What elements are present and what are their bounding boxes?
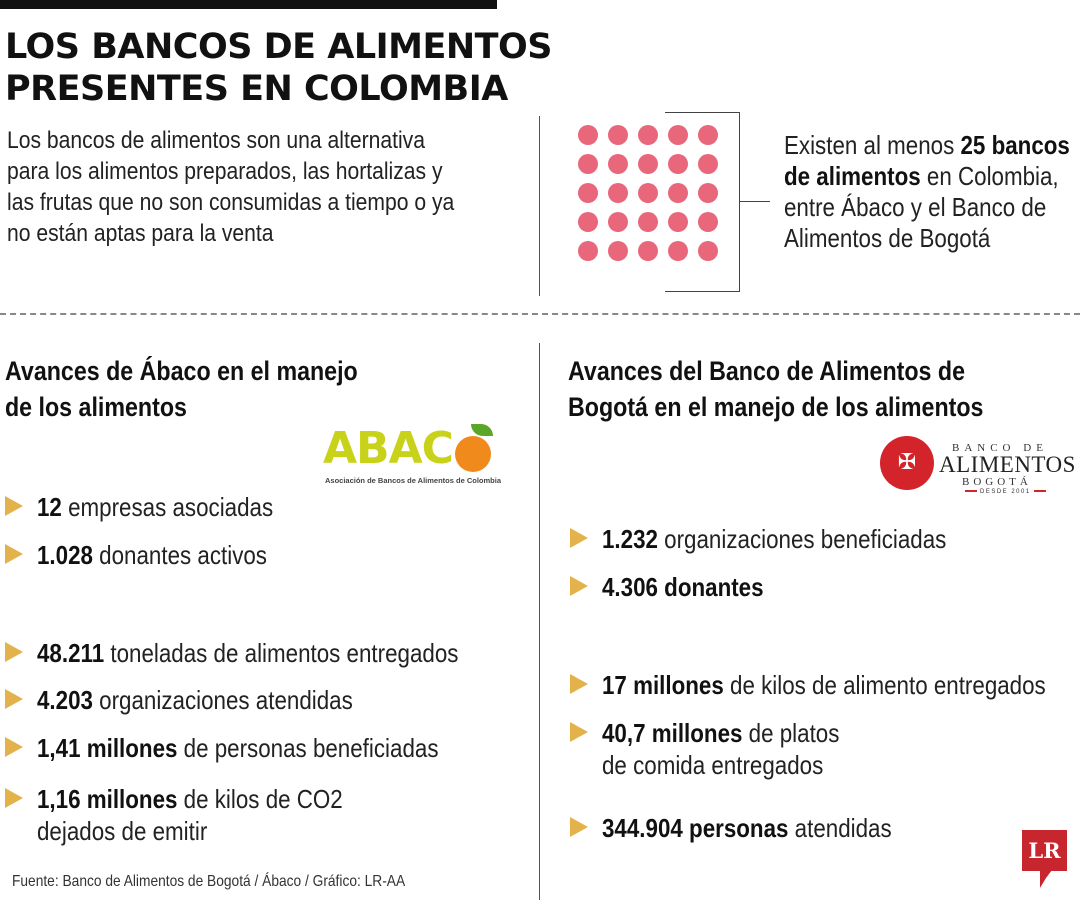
dot-icon — [698, 154, 718, 174]
abaco-logo: ABAC Asociación de Bancos de Alimentos d… — [323, 423, 502, 486]
dot-icon — [698, 212, 718, 232]
title-line-2: PRESENTES EN COLOMBIA — [5, 69, 508, 109]
banco-alimentos-bogota-logo: ✠ BANCO DE ALIMENTOS BOGOTÁ DESDE 2001 — [880, 432, 1080, 496]
abaco-section-title: Avances de Ábaco en el manejo de los ali… — [5, 356, 358, 422]
arrow-bullet-icon — [5, 544, 23, 564]
vertical-divider-bottom — [539, 343, 540, 900]
dot-icon — [668, 212, 688, 232]
bank-count-highlight: 25 bancos de alimentos — [784, 130, 1070, 191]
abaco-stat: 4.203 organizaciones atendidas — [5, 684, 404, 716]
bracket-connector — [740, 201, 770, 202]
arrow-bullet-icon — [570, 576, 588, 596]
bogota-stat: 4.306 donantes — [570, 571, 790, 603]
dot-icon — [608, 212, 628, 232]
dot-grid-25-banks — [578, 125, 718, 261]
source-credit: Fuente: Banco de Alimentos de Bogotá / Á… — [12, 873, 406, 890]
dashed-divider — [0, 313, 1080, 315]
dot-icon — [638, 241, 658, 261]
dot-icon — [578, 212, 598, 232]
dot-icon — [638, 125, 658, 145]
arrow-bullet-icon — [570, 722, 588, 742]
bogota-section-title: Avances del Banco de Alimentos de Bogotá… — [568, 356, 984, 422]
leaf-icon — [471, 424, 493, 436]
dot-icon — [698, 183, 718, 203]
dot-icon — [608, 241, 628, 261]
top-rule — [0, 0, 497, 9]
arrow-bullet-icon — [570, 817, 588, 837]
dot-icon — [578, 125, 598, 145]
arrow-bullet-icon — [5, 642, 23, 662]
dot-icon — [668, 183, 688, 203]
bracket-line — [665, 112, 740, 292]
bogota-stat: 17 millones de kilos de alimento entrega… — [570, 669, 1080, 701]
page-title: LOS BANCOS DE ALIMENTOS PRESENTES EN COL… — [5, 26, 553, 110]
dot-icon — [608, 154, 628, 174]
arrow-bullet-icon — [570, 674, 588, 694]
bank-count-text: Existen al menos 25 bancos de alimentos … — [784, 130, 1070, 253]
vertical-divider-top — [539, 116, 540, 296]
speech-bubble-tail-icon — [1040, 870, 1052, 888]
bogota-stat: 1.232 organizaciones beneficiadas — [570, 523, 1002, 555]
abaco-stat: 1,16 millones de kilos de CO2 dejados de … — [5, 783, 393, 847]
abaco-stat: 48.211 toneladas de alimentos entregados — [5, 637, 527, 669]
bogota-stat: 40,7 millones de platos de comida entrega… — [570, 717, 878, 781]
fish-bread-emblem-icon: ✠ — [880, 436, 934, 490]
arrow-bullet-icon — [5, 689, 23, 709]
arrow-bullet-icon — [570, 528, 588, 548]
abaco-stat: 1,41 millones de personas beneficiadas — [5, 732, 504, 764]
abaco-stat: 12 empresas asociadas — [5, 491, 312, 523]
arrow-bullet-icon — [5, 788, 23, 808]
abaco-stat: 1.028 donantes activos — [5, 539, 304, 571]
arrow-bullet-icon — [5, 737, 23, 757]
dot-icon — [668, 154, 688, 174]
dot-icon — [638, 183, 658, 203]
dot-icon — [638, 154, 658, 174]
orange-hands-icon — [455, 436, 491, 472]
dot-icon — [668, 241, 688, 261]
dot-icon — [698, 241, 718, 261]
bogota-stat: 344.904 personas atendidas — [570, 812, 939, 844]
dot-icon — [698, 125, 718, 145]
dot-icon — [578, 183, 598, 203]
dot-icon — [608, 183, 628, 203]
lr-logo: LR — [1022, 830, 1067, 871]
dot-icon — [668, 125, 688, 145]
intro-text: Los bancos de alimentos son una alternat… — [7, 127, 455, 247]
dot-icon — [608, 125, 628, 145]
dot-icon — [578, 154, 598, 174]
arrow-bullet-icon — [5, 496, 23, 516]
dot-icon — [578, 241, 598, 261]
title-line-1: LOS BANCOS DE ALIMENTOS — [5, 27, 553, 67]
dot-icon — [638, 212, 658, 232]
